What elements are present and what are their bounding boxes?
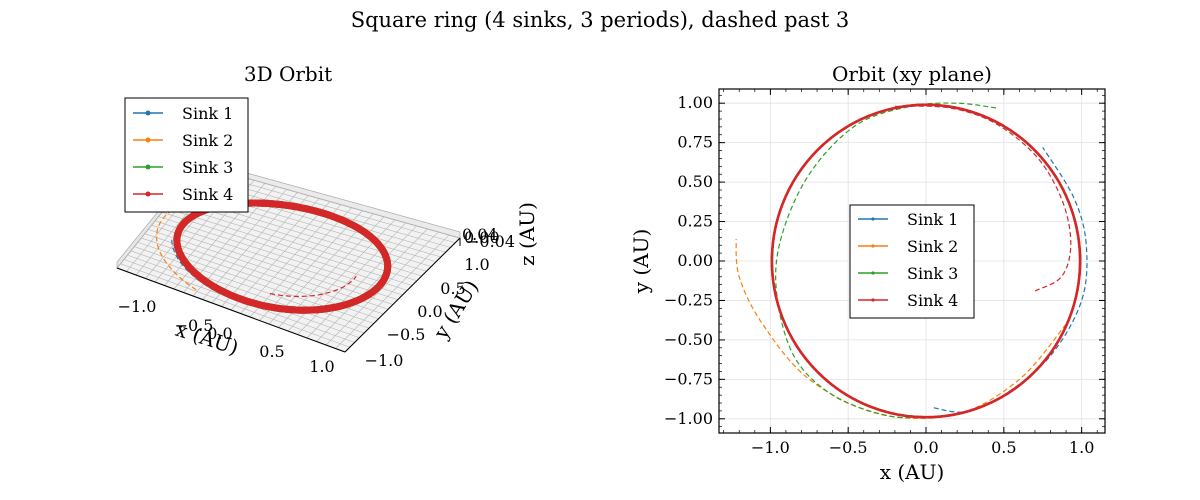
x-tick-label: −1.0: [751, 438, 790, 457]
orbit-xy-title: Orbit (xy plane): [832, 62, 992, 86]
y-tick-label: 0.25: [677, 212, 713, 231]
orbit-xy-series: [735, 102, 1088, 419]
x-tick-label: 0.5: [259, 342, 284, 361]
orbit-3d-axes: 3D Orbit −1.0 −0.5 0.0 0.5 1.0 x (AU) −1…: [116, 62, 539, 376]
legend-label: Sink 4: [182, 185, 233, 204]
series-dashed-4: [894, 105, 1072, 292]
x-tick-label: −1.0: [118, 297, 157, 316]
legend-entry-sink-3: Sink 3: [133, 158, 233, 177]
y-tick-label: 1.0: [464, 255, 489, 274]
legend-label: Sink 3: [182, 158, 233, 177]
x-tick-label: 0.0: [207, 324, 232, 343]
y-tick-label: −0.25: [664, 290, 713, 309]
x-tick-label: 1.0: [309, 357, 334, 376]
figure-suptitle: Square ring (4 sinks, 3 periods), dashed…: [351, 8, 850, 32]
legend-label: Sink 4: [907, 291, 958, 310]
grid-line: [335, 234, 450, 349]
legend-label: Sink 3: [907, 264, 958, 283]
orbit-3d-z-axis: −0.04 0.00 0.04 z (AU): [459, 202, 539, 266]
orbit-xy-axes: Orbit (xy plane) −1.0 −0.5 0.0 0.5 1.0 1.00 0.…: [629, 62, 1106, 484]
legend-entry-sink-1: Sink 1: [133, 104, 233, 123]
y-tick-label: 0.00: [677, 251, 713, 270]
orbit-xy-frame: [718, 88, 1106, 434]
y-tick-label: 0.50: [677, 172, 713, 191]
x-tick-label: −0.5: [829, 438, 868, 457]
legend-label: Sink 2: [182, 131, 233, 150]
legend-entry-sink-1: Sink 1: [858, 210, 958, 229]
x-tick-label: 0.0: [913, 438, 938, 457]
series-dashed-2: [735, 238, 1067, 419]
series-solid-4: [770, 103, 1082, 419]
orbit-3d-title: 3D Orbit: [244, 62, 332, 86]
dashed-tail: [156, 209, 199, 292]
orbit-3d-zlabel: z (AU): [515, 202, 539, 266]
legend-label: Sink 1: [182, 104, 233, 123]
y-tick-label: −0.75: [664, 369, 713, 388]
y-tick-label: 0.0: [417, 302, 442, 321]
legend-entry-sink-4: Sink 4: [858, 291, 958, 310]
orbit-xy-grid: [719, 89, 1105, 433]
z-tick-label: 0.04: [462, 225, 498, 244]
orbit-3d-legend: Sink 1 Sink 2 Sink 3 Sink 4: [124, 97, 249, 213]
legend-label: Sink 2: [907, 237, 958, 256]
x-axis-line: [116, 267, 346, 353]
y-tick-label: 0.5: [440, 279, 465, 298]
z-tick-label: −0.04: [466, 232, 515, 251]
orbit-ring-line: [173, 199, 392, 314]
legend-entry-sink-4: Sink 4: [133, 185, 233, 204]
orbit-xy-legend: Sink 1 Sink 2 Sink 3 Sink 4: [849, 204, 975, 319]
y-tick-label: −1.00: [664, 409, 713, 428]
x-tick-label: 0.5: [991, 438, 1016, 457]
orbit-xy-ylabel: y (AU): [629, 229, 653, 295]
legend-entry-sink-3: Sink 3: [858, 264, 958, 283]
grid-line: [325, 231, 439, 346]
legend-entry-sink-2: Sink 2: [133, 131, 233, 150]
y-tick-label: 0.75: [677, 133, 713, 152]
grid-line: [316, 228, 428, 342]
orbit-xy-xlabel: x (AU): [880, 460, 945, 484]
y-tick-label: −0.50: [664, 330, 713, 349]
y-tick-label: −0.5: [387, 325, 426, 344]
legend-entry-sink-2: Sink 2: [858, 237, 958, 256]
x-tick-label: 1.0: [1069, 438, 1094, 457]
dashed-tail: [269, 275, 357, 297]
z-tick-label: 0.00: [464, 228, 500, 247]
legend-label: Sink 1: [907, 210, 958, 229]
y-tick-label: 1.00: [677, 93, 713, 112]
y-tick-label: −1.0: [365, 351, 404, 370]
orbit-xy-ticks: −1.0 −0.5 0.0 0.5 1.0 1.00 0.75 0.50 0.25 0.00 −0.…: [664, 89, 1105, 457]
x-tick-label: −0.5: [175, 316, 214, 335]
orbit-3d-ring: [173, 199, 392, 314]
